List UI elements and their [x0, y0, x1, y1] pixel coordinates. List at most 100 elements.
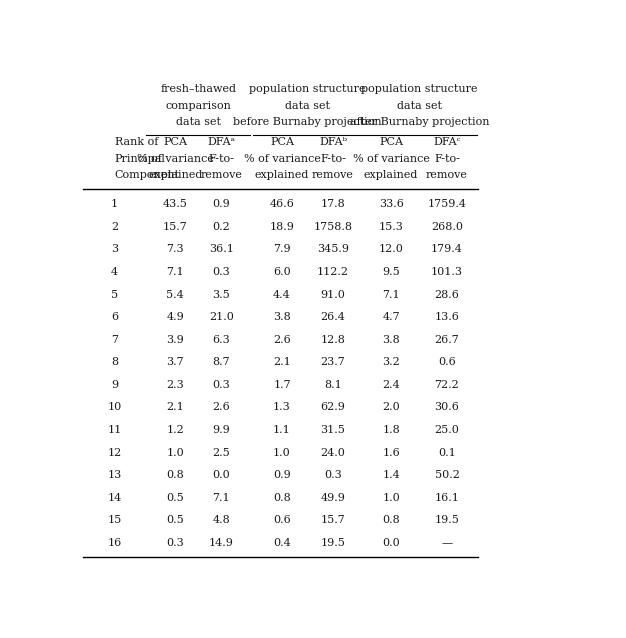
Text: remove: remove	[200, 170, 242, 181]
Text: 5: 5	[111, 290, 118, 300]
Text: data set: data set	[285, 101, 330, 110]
Text: 1.7: 1.7	[273, 380, 291, 390]
Text: 1758.8: 1758.8	[314, 222, 352, 232]
Text: 101.3: 101.3	[431, 267, 463, 277]
Text: 1.1: 1.1	[273, 425, 291, 435]
Text: 345.9: 345.9	[317, 244, 349, 255]
Text: 46.6: 46.6	[270, 199, 294, 209]
Text: 8.1: 8.1	[324, 380, 342, 390]
Text: data set: data set	[397, 101, 442, 110]
Text: 6.3: 6.3	[212, 335, 230, 345]
Text: 7.1: 7.1	[167, 267, 184, 277]
Text: 0.8: 0.8	[167, 470, 184, 480]
Text: 3.9: 3.9	[167, 335, 184, 345]
Text: 3.8: 3.8	[382, 335, 400, 345]
Text: DFAᶜ: DFAᶜ	[433, 137, 461, 147]
Text: 43.5: 43.5	[163, 199, 188, 209]
Text: 15.7: 15.7	[321, 516, 346, 525]
Text: 1.2: 1.2	[167, 425, 184, 435]
Text: 0.6: 0.6	[273, 516, 291, 525]
Text: 7.1: 7.1	[213, 493, 230, 503]
Text: F-to-: F-to-	[320, 154, 346, 164]
Text: 12: 12	[108, 447, 122, 457]
Text: remove: remove	[426, 170, 468, 181]
Text: 1: 1	[111, 199, 118, 209]
Text: data set: data set	[176, 117, 221, 128]
Text: 0.8: 0.8	[273, 493, 291, 503]
Text: 1.3: 1.3	[273, 403, 291, 412]
Text: 21.0: 21.0	[209, 312, 233, 322]
Text: 9: 9	[111, 380, 118, 390]
Text: 7.9: 7.9	[273, 244, 291, 255]
Text: 0.6: 0.6	[438, 357, 456, 367]
Text: 3.8: 3.8	[273, 312, 291, 322]
Text: 13.6: 13.6	[434, 312, 459, 322]
Text: 0.9: 0.9	[273, 470, 291, 480]
Text: 19.5: 19.5	[321, 538, 346, 548]
Text: 31.5: 31.5	[321, 425, 346, 435]
Text: 3.2: 3.2	[382, 357, 400, 367]
Text: 1759.4: 1759.4	[428, 199, 466, 209]
Text: 0.9: 0.9	[212, 199, 230, 209]
Text: 2: 2	[111, 222, 118, 232]
Text: 268.0: 268.0	[431, 222, 463, 232]
Text: 1.0: 1.0	[167, 447, 184, 457]
Text: 0.0: 0.0	[212, 470, 230, 480]
Text: —: —	[441, 538, 453, 548]
Text: 0.5: 0.5	[167, 493, 184, 503]
Text: 0.3: 0.3	[167, 538, 184, 548]
Text: 6.0: 6.0	[273, 267, 291, 277]
Text: 4.4: 4.4	[273, 290, 291, 300]
Text: 7.3: 7.3	[167, 244, 184, 255]
Text: 3.7: 3.7	[167, 357, 184, 367]
Text: 8: 8	[111, 357, 118, 367]
Text: 9.9: 9.9	[212, 425, 230, 435]
Text: remove: remove	[312, 170, 354, 181]
Text: 15.3: 15.3	[379, 222, 404, 232]
Text: 13: 13	[108, 470, 122, 480]
Text: population structure: population structure	[249, 84, 366, 94]
Text: 0.1: 0.1	[438, 447, 456, 457]
Text: DFAᵃ: DFAᵃ	[207, 137, 235, 147]
Text: PCA: PCA	[379, 137, 403, 147]
Text: 2.1: 2.1	[273, 357, 291, 367]
Text: 12.8: 12.8	[321, 335, 346, 345]
Text: 0.5: 0.5	[167, 516, 184, 525]
Text: 179.4: 179.4	[431, 244, 463, 255]
Text: 18.9: 18.9	[270, 222, 294, 232]
Text: Principal: Principal	[115, 154, 165, 164]
Text: 16: 16	[108, 538, 122, 548]
Text: 25.0: 25.0	[434, 425, 459, 435]
Text: 36.1: 36.1	[209, 244, 233, 255]
Text: 16.1: 16.1	[434, 493, 459, 503]
Text: after Burnaby projection: after Burnaby projection	[349, 117, 489, 128]
Text: 4.8: 4.8	[212, 516, 230, 525]
Text: DFAᵇ: DFAᵇ	[319, 137, 347, 147]
Text: 1.6: 1.6	[382, 447, 400, 457]
Text: Component: Component	[115, 170, 180, 181]
Text: before Burnaby projection: before Burnaby projection	[233, 117, 382, 128]
Text: F-to-: F-to-	[434, 154, 460, 164]
Text: 0.2: 0.2	[212, 222, 230, 232]
Text: 50.2: 50.2	[434, 470, 459, 480]
Text: F-to-: F-to-	[208, 154, 234, 164]
Text: 3.5: 3.5	[212, 290, 230, 300]
Text: 91.0: 91.0	[321, 290, 346, 300]
Text: Rank of: Rank of	[115, 137, 158, 147]
Text: 1.4: 1.4	[382, 470, 400, 480]
Text: 0.3: 0.3	[324, 470, 342, 480]
Text: % of variance: % of variance	[137, 154, 213, 164]
Text: 14.9: 14.9	[209, 538, 233, 548]
Text: 72.2: 72.2	[434, 380, 459, 390]
Text: 15.7: 15.7	[163, 222, 188, 232]
Text: fresh–thawed: fresh–thawed	[160, 84, 237, 94]
Text: 4.7: 4.7	[382, 312, 400, 322]
Text: 62.9: 62.9	[321, 403, 346, 412]
Text: explained: explained	[255, 170, 309, 181]
Text: 49.9: 49.9	[321, 493, 346, 503]
Text: 7: 7	[111, 335, 118, 345]
Text: 112.2: 112.2	[317, 267, 349, 277]
Text: % of variance: % of variance	[352, 154, 429, 164]
Text: 0.3: 0.3	[212, 380, 230, 390]
Text: 30.6: 30.6	[434, 403, 459, 412]
